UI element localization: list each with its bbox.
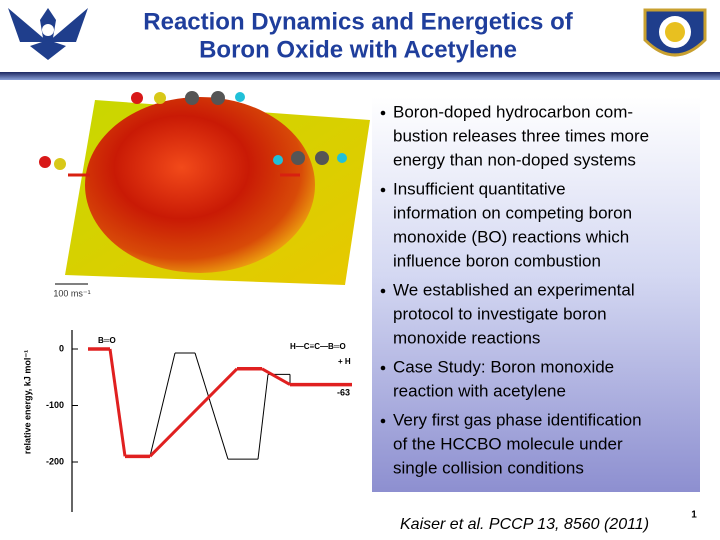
title-line: Boron Oxide with Acetylene <box>199 36 517 63</box>
bullet-text: information on competing boron <box>393 203 632 222</box>
header-stripe <box>0 72 720 80</box>
y-tick-label: 0 <box>59 343 64 353</box>
bullet-text: Very first gas phase identification <box>393 410 642 429</box>
bullet-text: influence boron combustion <box>393 251 601 270</box>
bullet-text: of the HCCBO molecule under <box>393 434 623 453</box>
pathway-connector <box>261 367 291 386</box>
species-label: B═O <box>98 336 116 345</box>
y-tick-label: -200 <box>46 456 64 466</box>
bullet-text: energy than non-doped systems <box>393 150 636 169</box>
bullet-dot <box>380 418 386 424</box>
bullet-text: monoxide reactions <box>393 328 540 347</box>
bullet-text: We established an experimental <box>393 280 635 299</box>
citation: Kaiser et al. PCCP 13, 8560 (2011) <box>400 516 649 533</box>
title-line: Reaction Dynamics and Energetics of <box>143 8 573 35</box>
scale-label: 100 ms⁻¹ <box>53 288 90 298</box>
species-label: H—C≡C—B═O <box>290 342 346 351</box>
right-logo <box>643 8 707 57</box>
bullet-text: single collision conditions <box>393 458 584 477</box>
pathway-connector <box>108 348 127 457</box>
bullet-text: protocol to investigate boron <box>393 304 607 323</box>
bullet-text: bustion releases three times more <box>393 126 649 145</box>
bullet-text: Case Study: Boron monoxide <box>393 357 614 376</box>
bullet-dot <box>380 365 386 371</box>
bullet-list: Boron-doped hydrocarbon com-bustion rele… <box>380 102 649 477</box>
species-label: + H <box>338 357 351 366</box>
pathway-connector <box>257 374 269 460</box>
surface-figure <box>39 91 370 285</box>
bullet-dot <box>380 110 386 116</box>
bullet-text: reaction with acetylene <box>393 381 566 400</box>
bullet-panel <box>372 97 700 492</box>
energy-diagram: relative energy, kJ mol⁻¹ B═O H—C≡C—B═O … <box>22 330 352 512</box>
pathway-connector <box>149 352 176 457</box>
y-axis-label: relative energy, kJ mol⁻¹ <box>22 350 32 454</box>
page-number: 1 <box>691 510 697 521</box>
bullet-dot <box>380 288 386 294</box>
bullet-text: Insufficient quantitative <box>393 179 566 198</box>
y-tick-label: -100 <box>46 400 64 410</box>
bullet-dot <box>380 187 386 193</box>
left-logo <box>8 8 88 60</box>
pathway-connector <box>148 367 239 458</box>
bullet-text: Boron-doped hydrocarbon com- <box>393 102 633 121</box>
product-energy-label: -63 <box>337 387 350 397</box>
pathway-connector <box>194 352 229 460</box>
bullet-text: monoxide (BO) reactions which <box>393 227 629 246</box>
